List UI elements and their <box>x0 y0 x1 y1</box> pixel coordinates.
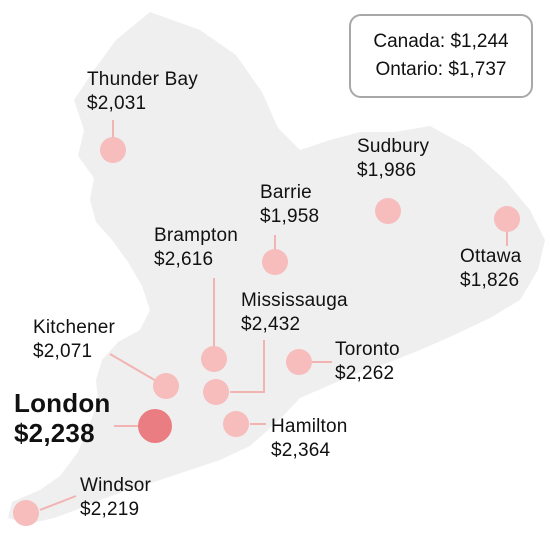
city-name: Barrie <box>260 182 312 203</box>
city-value: $1,826 <box>460 270 520 291</box>
marker-ottawa[interactable] <box>494 206 520 232</box>
city-value: $2,616 <box>154 249 214 270</box>
city-value: $1,986 <box>357 160 417 181</box>
marker-brampton[interactable] <box>201 346 227 372</box>
city-label-mississauga: Mississauga $2,432 <box>241 289 348 337</box>
marker-mississauga[interactable] <box>203 379 229 405</box>
city-label-barrie: Barrie $1,958 <box>260 181 319 229</box>
city-label-sudbury: Sudbury $1,986 <box>357 135 429 183</box>
city-value: $1,958 <box>260 206 320 227</box>
city-label-ottawa: Ottawa $1,826 <box>460 245 521 293</box>
city-label-brampton: Brampton $2,616 <box>154 224 238 272</box>
marker-sudbury[interactable] <box>375 198 401 224</box>
city-label-windsor: Windsor $2,219 <box>80 474 151 522</box>
leader-line-windsor <box>39 495 77 511</box>
city-name: Kitchener <box>33 317 116 338</box>
ontario-landmass-south-shore <box>106 244 470 440</box>
city-name: Windsor <box>80 475 152 496</box>
city-label-london: London $2,238 <box>14 388 111 448</box>
city-value: $2,071 <box>33 341 93 362</box>
city-value: $2,364 <box>271 440 331 461</box>
city-name: Mississauga <box>241 290 348 311</box>
marker-thunder-bay[interactable] <box>100 137 126 163</box>
marker-barrie[interactable] <box>262 249 288 275</box>
city-value: $2,031 <box>87 93 147 114</box>
marker-windsor[interactable] <box>13 500 39 526</box>
city-value: $2,238 <box>14 418 95 448</box>
city-name: Toronto <box>335 339 400 360</box>
city-label-hamilton: Hamilton $2,364 <box>271 415 348 463</box>
city-name: Ottawa <box>460 246 522 267</box>
city-value: $2,219 <box>80 499 140 520</box>
city-markers <box>13 137 520 526</box>
city-name: London <box>14 388 111 418</box>
legend-ontario-value: Ontario: $1,737 <box>375 59 507 80</box>
city-label-toronto: Toronto $2,262 <box>335 338 400 386</box>
marker-toronto[interactable] <box>286 349 312 375</box>
leader-line-kitchener <box>109 353 159 383</box>
city-name: Brampton <box>154 225 238 246</box>
national-provincial-legend: Canada: $1,244 Ontario: $1,737 <box>349 14 533 98</box>
marker-london[interactable] <box>138 409 172 443</box>
legend-canada-value: Canada: $1,244 <box>373 31 509 52</box>
city-label-thunder-bay: Thunder Bay $2,031 <box>87 68 198 116</box>
city-name: Sudbury <box>357 136 430 157</box>
city-name: Thunder Bay <box>87 69 198 90</box>
city-value: $2,262 <box>335 363 395 384</box>
city-value: $2,432 <box>241 314 301 335</box>
marker-kitchener[interactable] <box>153 373 179 399</box>
city-name: Hamilton <box>271 416 348 437</box>
leader-line-mississauga <box>230 340 265 393</box>
marker-hamilton[interactable] <box>223 411 249 437</box>
city-label-kitchener: Kitchener $2,071 <box>33 316 115 364</box>
